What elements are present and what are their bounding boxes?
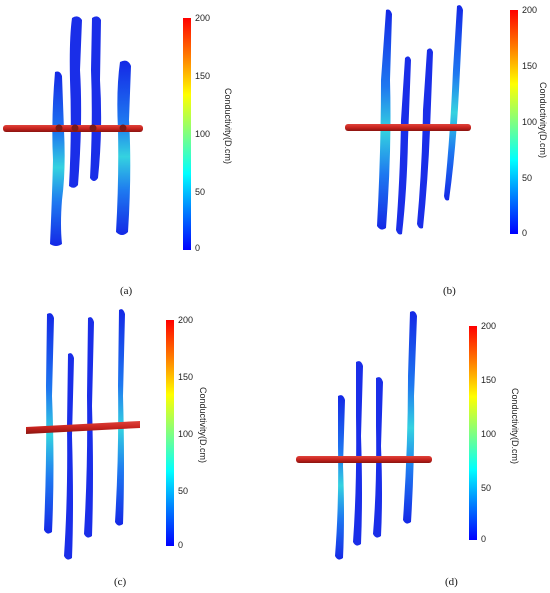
tick-0: 0 xyxy=(195,243,201,253)
panel-d: 200 150 100 50 0 (d) xyxy=(275,296,550,592)
tick-50: 50 xyxy=(522,173,533,183)
fracture-a3 xyxy=(90,16,102,182)
caption-a: (a) xyxy=(120,285,133,297)
fracture-b4 xyxy=(444,5,463,201)
colorbar-title-b: Conductivity(D.cm) xyxy=(538,82,548,159)
fracture-d2 xyxy=(353,361,363,546)
fracture-d4 xyxy=(403,311,417,524)
tick-100: 100 xyxy=(522,117,538,127)
tick-50: 50 xyxy=(178,486,189,496)
caption-d: (d) xyxy=(445,576,458,588)
colorbar-title-a: Conductivity(D.cm) xyxy=(223,88,233,165)
wellbore-b xyxy=(345,124,471,131)
tick-150: 150 xyxy=(178,372,194,382)
fracture-c4 xyxy=(115,309,125,526)
fracture-d1 xyxy=(335,395,345,560)
tick-0: 0 xyxy=(522,228,528,238)
tick-150: 150 xyxy=(481,375,497,385)
tick-200: 200 xyxy=(178,315,194,325)
tick-50: 50 xyxy=(481,483,492,493)
panel-c: 200 150 100 50 0 (c) xyxy=(0,296,275,592)
tick-200: 200 xyxy=(195,13,211,23)
tick-100: 100 xyxy=(195,129,211,139)
tick-150: 150 xyxy=(195,71,211,81)
fracture-b3 xyxy=(417,48,433,229)
panel-a: 200 150 100 50 0 Conductivity(D.cm) (a) xyxy=(0,0,275,297)
fracture-b2 xyxy=(396,56,411,235)
fracture-model-d xyxy=(296,311,477,560)
tick-150: 150 xyxy=(522,61,538,71)
caption-b: (b) xyxy=(443,285,456,297)
colorbar-c xyxy=(166,320,174,546)
colorbar-b xyxy=(510,10,518,234)
colorbar-a xyxy=(183,18,191,250)
colorbar-d xyxy=(469,326,477,540)
fracture-a1 xyxy=(50,71,65,246)
tick-50: 50 xyxy=(195,187,206,197)
tick-100: 100 xyxy=(481,429,497,439)
fracture-c2 xyxy=(64,353,74,560)
fracture-model-a xyxy=(3,16,191,250)
panel-b: 200 150 100 50 0 Conductivity(D.cm) (b) xyxy=(275,0,550,297)
colorbar-title-c: Conductivity(D.cm) xyxy=(198,387,208,464)
tick-0: 0 xyxy=(481,534,487,544)
tick-0: 0 xyxy=(178,540,184,550)
tick-200: 200 xyxy=(522,5,538,15)
wellbore-c xyxy=(26,421,140,434)
wellbore-d xyxy=(296,456,432,463)
tick-200: 200 xyxy=(481,321,497,331)
colorbar-title-d: Conductivity(D.cm) xyxy=(510,388,520,465)
caption-c: (c) xyxy=(114,576,127,588)
fracture-a4 xyxy=(116,60,131,235)
fracture-model-c xyxy=(26,309,174,560)
fracture-a2 xyxy=(69,16,82,188)
fracture-c1 xyxy=(44,313,54,534)
tick-100: 100 xyxy=(178,429,194,439)
fracture-b1 xyxy=(377,9,392,230)
fracture-model-b xyxy=(345,5,518,235)
